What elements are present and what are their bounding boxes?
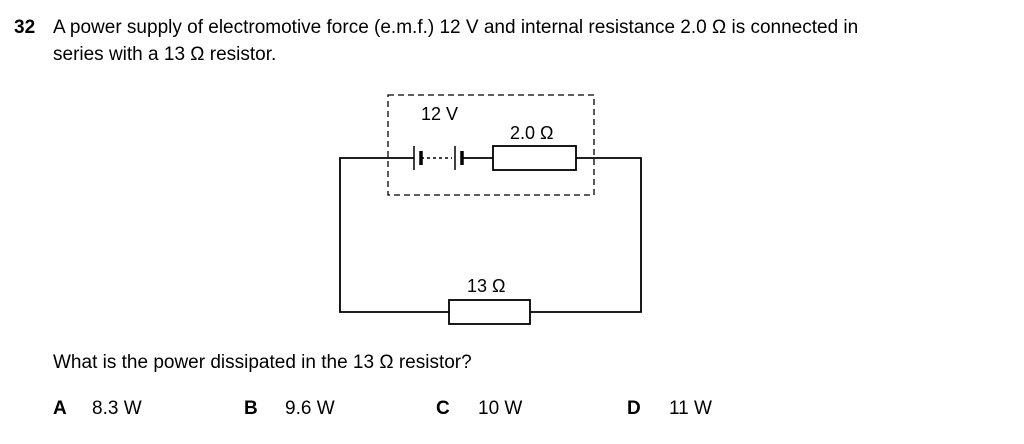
power-supply-boundary bbox=[387, 94, 595, 196]
question-stem-line-2: series with a 13 Ω resistor. bbox=[53, 44, 277, 65]
external-resistor bbox=[448, 299, 531, 325]
wire-left bbox=[339, 157, 449, 313]
option-value: 9.6 W bbox=[285, 398, 335, 419]
option-letter: C bbox=[436, 398, 450, 419]
question-number: 32 bbox=[14, 17, 36, 38]
option-letter: D bbox=[627, 398, 641, 419]
battery-symbol bbox=[413, 146, 493, 170]
wire-right bbox=[530, 157, 642, 313]
option-a[interactable]: A 8.3 W bbox=[53, 398, 142, 420]
internal-resistor bbox=[492, 145, 577, 171]
option-b[interactable]: B 9.6 W bbox=[244, 398, 335, 420]
option-c[interactable]: C 10 W bbox=[436, 398, 522, 420]
internal-resistance-label: 2.0 Ω bbox=[510, 123, 553, 143]
emf-label: 12 V bbox=[421, 104, 458, 124]
external-resistor-label: 13 Ω bbox=[467, 276, 505, 296]
option-letter: A bbox=[53, 398, 67, 419]
option-letter: B bbox=[244, 398, 258, 419]
option-d[interactable]: D 11 W bbox=[627, 398, 712, 420]
question-prompt: What is the power dissipated in the 13 Ω… bbox=[53, 352, 472, 373]
option-value: 8.3 W bbox=[92, 398, 142, 419]
option-value: 11 W bbox=[669, 398, 712, 419]
option-value: 10 W bbox=[478, 398, 523, 419]
question-stem-line-1: A power supply of electromotive force (e… bbox=[53, 17, 859, 38]
